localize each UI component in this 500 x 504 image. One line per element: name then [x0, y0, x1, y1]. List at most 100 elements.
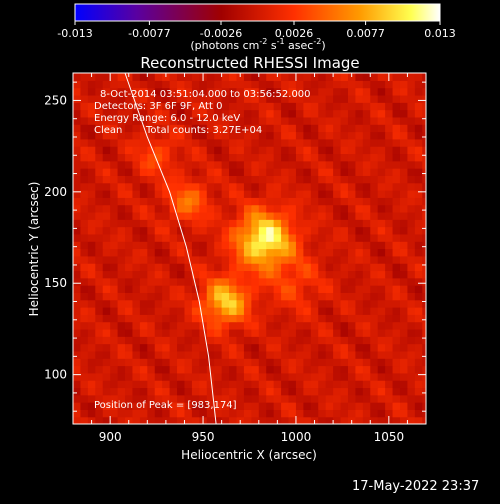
heatmap-pixel [370, 116, 379, 125]
heatmap-pixel [221, 131, 230, 140]
heatmap-pixel [73, 146, 82, 155]
heatmap-pixel [206, 292, 215, 301]
heatmap-pixel [243, 292, 252, 301]
heatmap-pixel [229, 380, 238, 389]
heatmap-pixel [422, 197, 426, 206]
heatmap-pixel [392, 263, 401, 272]
heatmap-pixel [385, 263, 394, 272]
heatmap-pixel [95, 416, 104, 424]
heatmap-pixel [154, 131, 163, 140]
heatmap-pixel [295, 336, 304, 345]
heatmap-pixel [243, 263, 252, 272]
heatmap-pixel [399, 380, 409, 389]
heatmap-pixel [206, 94, 215, 103]
heatmap-pixel [221, 73, 230, 81]
heatmap-pixel [318, 116, 327, 125]
heatmap-pixel [206, 116, 215, 125]
heatmap-pixel [110, 138, 119, 147]
heatmap-pixel [184, 314, 193, 323]
heatmap-pixel [333, 248, 342, 257]
heatmap-pixel [191, 131, 200, 140]
heatmap-pixel [422, 255, 426, 264]
heatmap-pixel [206, 168, 215, 176]
heatmap-pixel [288, 80, 297, 89]
heatmap-pixel [147, 233, 156, 242]
heatmap-pixel [199, 175, 208, 184]
heatmap-pixel [95, 211, 104, 220]
heatmap-pixel [184, 380, 193, 389]
heatmap-pixel [87, 204, 96, 213]
heatmap-pixel [392, 248, 401, 257]
heatmap-pixel [325, 233, 334, 242]
heatmap-pixel [288, 146, 297, 155]
heatmap-pixel [273, 94, 282, 103]
heatmap-pixel [162, 102, 171, 111]
heatmap-pixel [132, 138, 141, 147]
heatmap-pixel [407, 336, 416, 345]
heatmap-pixel [251, 233, 260, 242]
heatmap-pixel [340, 263, 349, 272]
heatmap-pixel [80, 343, 89, 352]
heatmap-pixel [221, 211, 230, 220]
heatmap-pixel [236, 94, 245, 103]
heatmap-pixel [347, 336, 356, 345]
heatmap-pixel [295, 307, 304, 315]
heatmap-pixel [303, 350, 312, 359]
heatmap-pixel [236, 307, 245, 315]
heatmap-pixel [385, 255, 394, 264]
x-tick-label: 1000 [281, 430, 312, 444]
heatmap-pixel [251, 190, 260, 198]
heatmap-pixel [199, 350, 208, 359]
heatmap-pixel [333, 277, 342, 286]
heatmap-pixel [407, 343, 416, 352]
heatmap-pixel [80, 80, 89, 89]
heatmap-pixel [288, 402, 297, 410]
heatmap-pixel [258, 292, 267, 301]
heatmap-pixel [117, 160, 126, 169]
heatmap-pixel [139, 321, 148, 330]
heatmap-pixel [281, 87, 290, 96]
heatmap-pixel [154, 402, 163, 410]
heatmap-pixel [95, 116, 104, 125]
heatmap-pixel [132, 365, 141, 374]
heatmap-pixel [251, 87, 260, 96]
heatmap-pixel [362, 387, 371, 396]
heatmap-pixel [273, 263, 282, 272]
annotation-peak: Position of Peak = [983,174] [94, 400, 237, 411]
heatmap-pixel [229, 409, 238, 418]
heatmap-pixel [154, 153, 163, 162]
heatmap-pixel [95, 307, 104, 315]
heatmap-pixel [303, 73, 312, 81]
heatmap-pixel [370, 138, 379, 147]
heatmap-pixel [169, 328, 178, 337]
heatmap-pixel [288, 255, 297, 264]
heatmap-pixel [333, 160, 342, 169]
heatmap-pixel [117, 336, 126, 345]
heatmap-pixel [117, 153, 126, 162]
heatmap-pixel [422, 358, 426, 367]
heatmap-pixel [273, 168, 282, 176]
heatmap-pixel [243, 153, 252, 162]
heatmap-pixel [310, 307, 319, 315]
heatmap-pixel [340, 387, 349, 396]
heatmap-pixel [236, 292, 245, 301]
heatmap-pixel [229, 211, 238, 220]
heatmap-pixel [214, 372, 223, 381]
heatmap-pixel [110, 211, 119, 220]
heatmap-pixel [340, 87, 349, 96]
heatmap-pixel [295, 321, 304, 330]
heatmap-pixel [236, 270, 245, 279]
heatmap-pixel [132, 372, 141, 381]
heatmap-pixel [206, 365, 215, 374]
heatmap-pixel [132, 328, 141, 337]
heatmap-pixel [102, 416, 111, 424]
heatmap-pixel [399, 314, 409, 323]
heatmap-pixel [95, 73, 104, 81]
heatmap-pixel [362, 336, 371, 345]
heatmap-pixel [236, 168, 245, 176]
heatmap-pixel [325, 94, 334, 103]
heatmap-pixel [184, 80, 193, 89]
heatmap-pixel [288, 380, 297, 389]
heatmap-pixel [199, 131, 208, 140]
heatmap-pixel [266, 270, 275, 279]
